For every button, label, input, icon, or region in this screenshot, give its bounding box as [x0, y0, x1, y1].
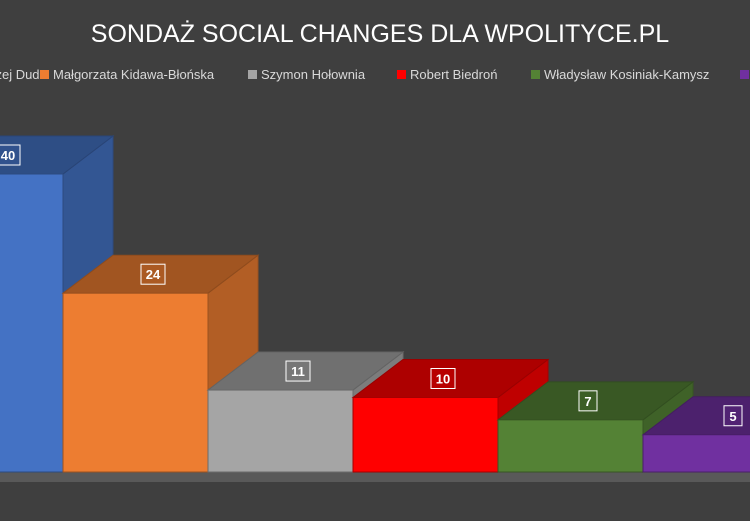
bar-front	[0, 173, 64, 473]
data-label-robert-biedron: 10	[430, 368, 456, 389]
legend-swatch-malgorzata-kidawa-blonska	[40, 70, 49, 79]
legend-swatch-wladyslaw-kosiniak-kamysz	[531, 70, 540, 79]
chart-floor	[0, 471, 750, 482]
data-label-value: 40	[1, 148, 15, 163]
bars	[0, 134, 750, 474]
data-label-andrzej-duda: 40	[0, 144, 21, 166]
data-label-value: 11	[291, 364, 305, 379]
bar-front	[642, 434, 750, 473]
legend: Andrzej Duda Małgorzata Kidawa-Błońska Szy…	[0, 67, 749, 82]
data-label-value: 7	[584, 394, 591, 409]
data-label-krzysztof-bosak: 5	[723, 405, 743, 427]
legend-item-robert-biedron: Robert Biedroń	[410, 67, 497, 82]
data-labels: 40 24 11 10 7 5	[0, 144, 743, 427]
data-label-box	[578, 390, 598, 412]
data-label-value: 10	[436, 372, 450, 387]
data-label-szymon-holownia: 11	[285, 360, 311, 382]
legend-swatch-krzysztof-bosak	[740, 70, 749, 79]
legend-item-andrzej-duda: Andrzej Duda	[0, 67, 48, 82]
bar-krzysztof-bosak	[641, 396, 750, 473]
legend-item-malgorzata-kidawa-blonska: Małgorzata Kidawa-Błońska	[53, 67, 215, 82]
bar-front	[497, 419, 644, 473]
data-label-box	[430, 368, 456, 389]
data-label-wladyslaw-kosiniak-kamysz: 7	[578, 390, 598, 412]
floor-front	[0, 472, 750, 482]
data-label-value: 24	[146, 267, 161, 282]
bar-front	[62, 292, 209, 473]
data-label-value: 5	[729, 409, 736, 424]
legend-item-szymon-holownia: Szymon Hołownia	[261, 67, 366, 82]
data-label-box	[285, 360, 311, 382]
data-label-box	[723, 405, 743, 427]
data-label-box	[0, 144, 21, 166]
legend-item-wladyslaw-kosiniak-kamysz: Władysław Kosiniak-Kamysz	[544, 67, 709, 82]
data-label-box	[140, 263, 166, 285]
bar-front	[207, 389, 354, 473]
legend-swatch-szymon-holownia	[248, 70, 257, 79]
chart-title: SONDAŻ SOCIAL CHANGES DLA WPOLITYCE.PL	[91, 19, 669, 48]
legend-swatch-robert-biedron	[397, 70, 406, 79]
bar-front	[352, 397, 499, 473]
data-label-malgorzata-kidawa-blonska: 24	[140, 263, 166, 285]
